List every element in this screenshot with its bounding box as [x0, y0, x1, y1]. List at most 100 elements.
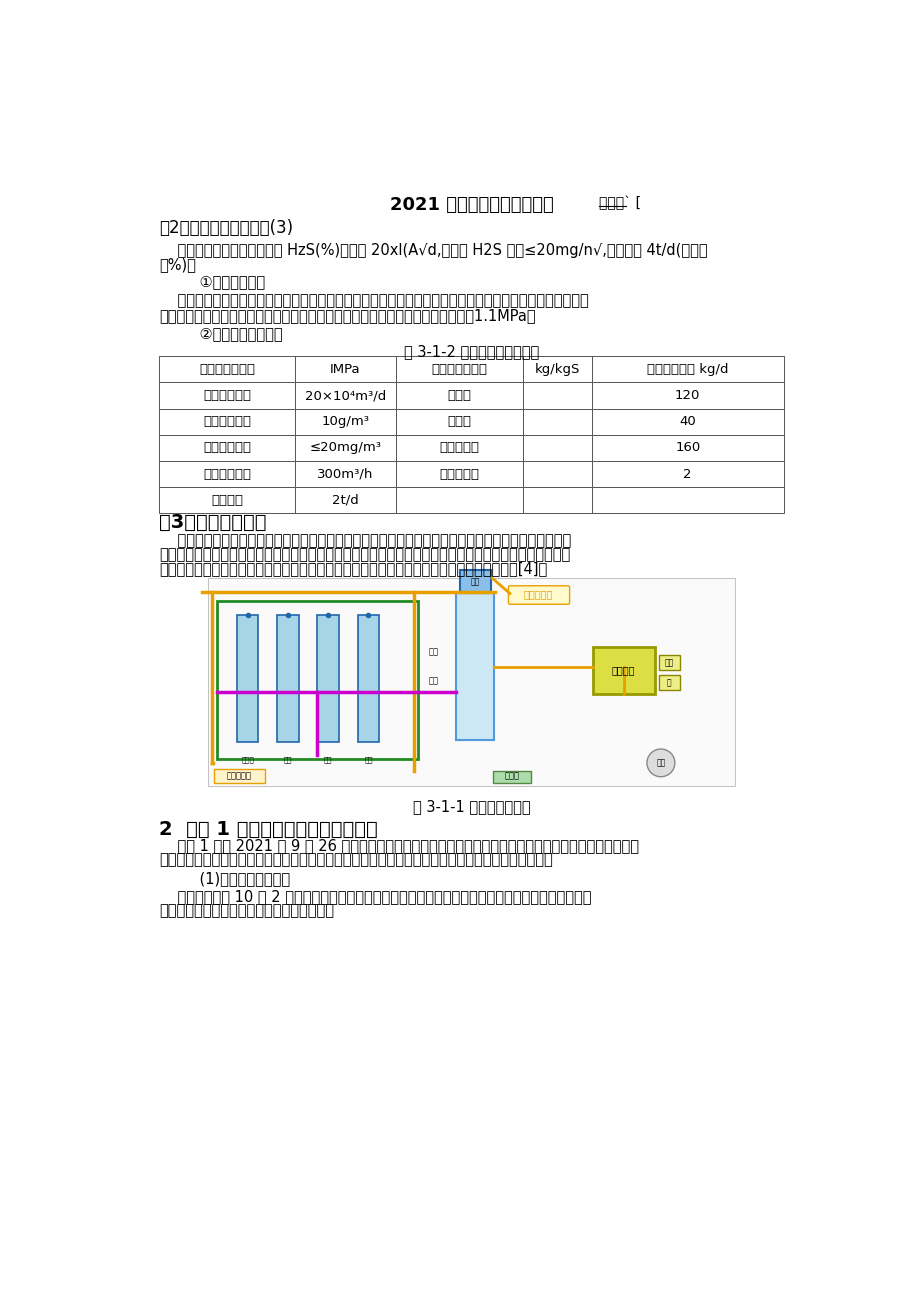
Text: 水套炉加热节流后的天然气经酸气别离器进行初步气液别离后，进入吸收塔与络合铁贫液反响脱除硫化: 水套炉加热节流后的天然气经酸气别离器进行初步气液别离后，进入吸收塔与络合铁贫液反…: [159, 533, 571, 549]
Text: 表 3-1-2 脱硫系统主要参数表: 表 3-1-2 脱硫系统主要参数表: [403, 343, 539, 359]
Text: 二塔: 二塔: [323, 757, 332, 764]
Text: 脱硫装置设计处理规模：含 HzS(%)天然气 20xl(A√d,净化气 H2S 含量≤20mg/n√,生产硫膏 4t/d(含水约: 脱硫装置设计处理规模：含 HzS(%)天然气 20xl(A√d,净化气 H2S …: [159, 243, 707, 258]
Bar: [294, 435, 395, 461]
Bar: [159, 356, 294, 382]
Text: 泵: 泵: [666, 678, 671, 687]
Text: 2021 年全国天然气学术年会: 2021 年全国天然气学术年会: [390, 196, 552, 215]
Text: 天然气处理量: 天然气处理量: [203, 389, 251, 402]
Bar: [294, 409, 395, 435]
Bar: [395, 382, 523, 409]
Text: 药剂日消耗量 kg/d: 药剂日消耗量 kg/d: [646, 363, 728, 376]
Bar: [277, 615, 299, 742]
Text: 20×10⁴m³/d: 20×10⁴m³/d: [304, 389, 385, 402]
Circle shape: [646, 749, 675, 777]
Bar: [591, 461, 783, 487]
Text: 稳定剂: 稳定剂: [447, 415, 471, 428]
Text: 川科 1 井自 2021 年 9 月 26 日正式投产试运行，运行中发现局部工艺装置、设施功能不完善、设备材料选: 川科 1 井自 2021 年 9 月 26 日正式投产试运行，运行中发现局部工艺…: [159, 838, 639, 853]
Text: 脱硫液循环量: 脱硫液循环量: [203, 467, 251, 480]
Bar: [523, 461, 591, 487]
Bar: [294, 487, 395, 514]
Bar: [455, 593, 494, 740]
Text: 气浮槽: 气浮槽: [504, 771, 519, 781]
Text: 含硫天然气: 含硫天然气: [227, 771, 252, 781]
Text: 硫磺改性剂: 硫磺改性剂: [439, 467, 479, 480]
Bar: [395, 461, 523, 487]
Text: 脱硫剂: 脱硫剂: [447, 389, 471, 402]
Text: 吸收塔操作压力: 吸收塔操作压力: [199, 363, 255, 376]
Text: 处理前含硫量: 处理前含硫量: [203, 415, 251, 428]
Text: 再液: 再液: [428, 648, 438, 657]
Bar: [591, 409, 783, 435]
Bar: [591, 435, 783, 461]
FancyBboxPatch shape: [508, 585, 569, 604]
Text: 一塔: 一塔: [283, 757, 291, 764]
Text: 风机: 风机: [655, 758, 664, 768]
Bar: [523, 487, 591, 514]
Text: 贫液: 贫液: [428, 677, 438, 686]
Text: ≤20mg/m³: ≤20mg/m³: [309, 441, 380, 454]
Bar: [159, 435, 294, 461]
Text: 【3】脱硫工艺流程: 【3】脱硫工艺流程: [159, 513, 267, 532]
Text: 酸分: 酸分: [470, 578, 479, 587]
Bar: [460, 570, 490, 593]
Text: 硫磺收: 硫磺收: [241, 757, 254, 764]
Text: 槽、再生槽、及硫磺回收装置等非密闭装置。: 槽、再生槽、及硫磺回收装置等非密闭装置。: [159, 903, 334, 919]
Bar: [208, 578, 734, 786]
Text: 300m³/h: 300m³/h: [317, 467, 373, 480]
Text: 药剂单位消耗量: 药剂单位消耗量: [431, 363, 487, 376]
Text: ②脱硫运行主要参数: ②脱硫运行主要参数: [181, 327, 282, 341]
Bar: [523, 356, 591, 382]
Bar: [591, 356, 783, 382]
Text: 160: 160: [675, 441, 699, 454]
Bar: [159, 461, 294, 487]
Text: 2: 2: [683, 467, 691, 480]
Text: 40: 40: [678, 415, 696, 428]
Bar: [217, 601, 417, 758]
Text: 三塔: 三塔: [364, 757, 372, 764]
Bar: [591, 487, 783, 514]
Bar: [159, 409, 294, 435]
Bar: [395, 356, 523, 382]
Text: 同时操作压力还要满足外输压力的要求，综合考虑后，确定脱硫装置的运行压力为1.1MPa。: 同时操作压力还要满足外输压力的要求，综合考虑后，确定脱硫装置的运行压力为1.1M…: [159, 308, 535, 323]
Bar: [492, 770, 531, 783]
Bar: [159, 382, 294, 409]
Text: (1)恶臭气体溢出关井: (1)恶臭气体溢出关井: [181, 870, 289, 886]
Bar: [591, 382, 783, 409]
Bar: [317, 615, 338, 742]
Text: 乙硫醚` [: 乙硫醚` [: [598, 196, 640, 211]
Bar: [159, 487, 294, 514]
Text: 水%)。: 水%)。: [159, 258, 196, 272]
Text: 型不合理、容器硫沉积严重，尤其是因脱硫系统发生恶臭气味逸出和管线硫堵等问题，中途关井两次。: 型不合理、容器硫沉积严重，尤其是因脱硫系统发生恶臭气味逸出和管线硫堵等问题，中途…: [159, 852, 552, 868]
Text: 第一次关井是 10 月 2 日因井场附近有异味，经分析，恶臭气体成分主要为甲硫醇，其来源于气浮分离: 第一次关井是 10 月 2 日因井场附近有异味，经分析，恶臭气体成分主要为甲硫醇…: [159, 889, 591, 904]
Bar: [294, 461, 395, 487]
Text: 2  川科 1 井脱硫现场应用存在的问题: 2 川科 1 井脱硫现场应用存在的问题: [159, 820, 378, 839]
Bar: [395, 435, 523, 461]
Bar: [658, 656, 679, 670]
Text: 针对压力对脱硫系统的影响进行计算，核算运行压力对脱硫液循环量、系统电耗、设备塔径等参数的影响，: 针对压力对脱硫系统的影响进行计算，核算运行压力对脱硫液循环量、系统电耗、设备塔径…: [159, 293, 588, 308]
Bar: [294, 356, 395, 382]
Text: 【2】脱硫工艺参数设计(3): 【2】脱硫工艺参数设计(3): [159, 220, 293, 237]
Text: 处理后含硫量: 处理后含硫量: [203, 441, 251, 454]
Bar: [592, 648, 654, 693]
Bar: [658, 675, 679, 691]
Bar: [395, 409, 523, 435]
Text: kg/kgS: kg/kgS: [534, 363, 580, 376]
Bar: [357, 615, 379, 742]
Bar: [523, 409, 591, 435]
Text: ①脱硫操作压力: ①脱硫操作压力: [181, 275, 265, 289]
Bar: [523, 435, 591, 461]
Text: 10g/m³: 10g/m³: [321, 415, 369, 428]
Text: 计量: 计量: [664, 658, 674, 667]
Text: 氢，净化气经净化气别离器别离后外输；络合铁富液那么进入再生系统：从吸收塔出来后依次进入闪蒸再生: 氢，净化气经净化气别离器别离后外输；络合铁富液那么进入再生系统：从吸收塔出来后依…: [159, 548, 570, 562]
Bar: [236, 615, 258, 742]
Bar: [214, 769, 265, 783]
Text: 塔，实现络合铁溶液的再生，然后经别离槽别离，由贫液泵打入吸收塔再次参与含硫气的脱硫[4]。: 塔，实现络合铁溶液的再生，然后经别离槽别离，由贫液泵打入吸收塔再次参与含硫气的脱…: [159, 561, 547, 576]
Text: 日产硫量: 日产硫量: [210, 494, 243, 507]
Text: 铁盐消耗量: 铁盐消耗量: [439, 441, 479, 454]
Bar: [294, 382, 395, 409]
Text: 2t/d: 2t/d: [332, 494, 358, 507]
Bar: [523, 382, 591, 409]
Bar: [395, 487, 523, 514]
Text: 净化天然气: 净化天然气: [523, 589, 552, 600]
Text: IMPa: IMPa: [330, 363, 360, 376]
